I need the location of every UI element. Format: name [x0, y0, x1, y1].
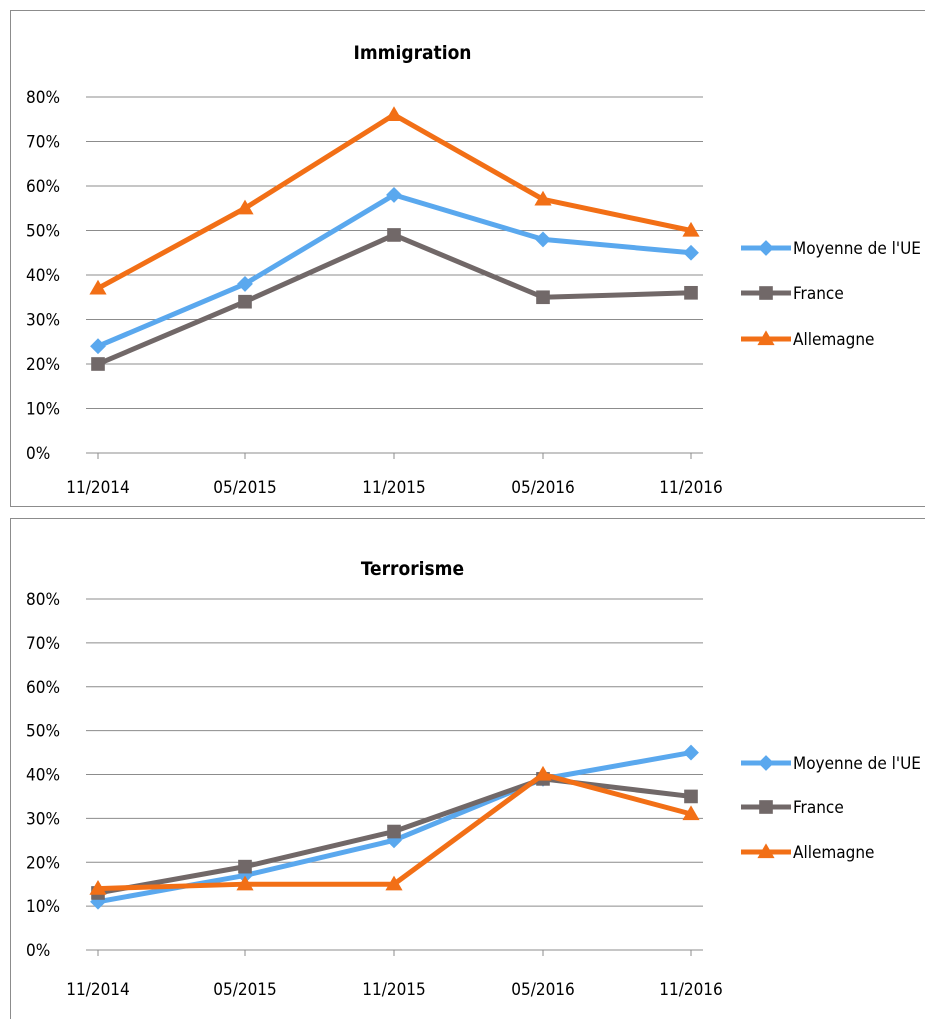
- immigration-x-tick-label: 11/2015: [362, 478, 426, 498]
- immigration-data-point: [683, 244, 699, 261]
- terrorisme-data-point: [682, 805, 700, 821]
- terrorisme-x-tick-label: 11/2016: [659, 980, 723, 1000]
- terrorisme-y-tick-label: 70%: [26, 634, 60, 654]
- immigration-x-tick-label: 11/2014: [66, 478, 130, 498]
- terrorisme-legend-label: Allemagne: [793, 843, 874, 863]
- immigration-data-point: [682, 221, 700, 237]
- immigration-series-line-0: [97, 192, 692, 349]
- terrorisme-x-tick-label: 11/2014: [66, 980, 130, 1000]
- immigration-data-point: [536, 290, 550, 305]
- immigration-series-line-1: [97, 232, 692, 367]
- immigration-legend-label: Allemagne: [793, 330, 874, 350]
- immigration-y-tick-label: 50%: [26, 222, 60, 242]
- terrorisme-y-tick-label: 10%: [26, 897, 60, 917]
- terrorisme-legend-label: France: [793, 798, 844, 818]
- terrorisme-legend-marker: [758, 755, 774, 771]
- immigration-data-point: [387, 228, 401, 242]
- terrorisme-chart-title: Terrorisme: [361, 558, 464, 580]
- terrorisme-y-tick-label: 60%: [26, 678, 60, 698]
- immigration-legend-label: Moyenne de l'UE: [793, 239, 921, 259]
- terrorisme-data-point: [238, 859, 252, 874]
- immigration-data-point: [91, 357, 105, 371]
- immigration-data-point: [89, 279, 107, 295]
- immigration-y-tick-label: 70%: [26, 133, 60, 153]
- immigration-data-point: [386, 186, 402, 203]
- immigration-y-tick-label: 30%: [26, 311, 60, 331]
- terrorisme-legend-label: Moyenne de l'UE: [793, 754, 921, 774]
- terrorisme-x-tick-label: 05/2016: [511, 980, 575, 1000]
- terrorisme-data-point: [385, 875, 403, 891]
- immigration-data-point: [236, 199, 254, 215]
- immigration-data-point: [385, 106, 403, 121]
- immigration-data-point: [90, 338, 106, 355]
- immigration-data-point: [534, 190, 552, 206]
- terrorisme-y-tick-label: 80%: [26, 590, 60, 610]
- terrorisme-data-point: [684, 789, 698, 804]
- immigration-data-point: [238, 294, 252, 309]
- terrorisme-data-point: [89, 879, 107, 895]
- terrorisme-data-point: [236, 875, 254, 891]
- terrorisme-chart-panel: Terrorisme 0% 10% 20% 30% 40% 50% 60% 70% 80% 11/2…: [10, 518, 925, 1019]
- immigration-y-tick-label: 10%: [26, 400, 60, 420]
- immigration-chart-panel: Immigration 0% 10% 20% 30% 40% 50% 60% 70% 80% 11/…: [10, 10, 925, 507]
- immigration-data-point: [684, 285, 698, 300]
- immigration-chart-title: Immigration: [354, 42, 472, 64]
- terrorisme-x-tick-label: 11/2015: [362, 980, 426, 1000]
- immigration-y-tick-label: 60%: [26, 177, 60, 197]
- immigration-x-tick-label: 11/2016: [659, 478, 723, 498]
- immigration-legend-label: France: [793, 284, 844, 304]
- terrorisme-y-tick-label: 30%: [26, 809, 60, 829]
- immigration-legend-marker: [757, 330, 775, 346]
- terrorisme-y-tick-label: 50%: [26, 722, 60, 742]
- terrorisme-y-tick-label: 20%: [26, 853, 60, 873]
- immigration-data-point: [237, 275, 253, 292]
- terrorisme-data-point: [534, 765, 552, 781]
- immigration-legend-marker: [759, 286, 773, 300]
- immigration-y-tick-label: 80%: [26, 88, 60, 108]
- terrorisme-chart: Terrorisme 0% 10% 20% 30% 40% 50% 60% 70% 80% 11/2…: [26, 558, 921, 1000]
- immigration-data-point: [535, 231, 551, 248]
- terrorisme-y-tick-label: 0%: [26, 941, 50, 961]
- terrorisme-legend-marker: [759, 800, 773, 814]
- immigration-chart: Immigration 0% 10% 20% 30% 40% 50% 60% 70% 80% 11/…: [26, 42, 921, 498]
- immigration-legend-marker: [758, 240, 774, 256]
- immigration-y-tick-label: 20%: [26, 355, 60, 375]
- immigration-x-tick-label: 05/2016: [511, 478, 575, 498]
- terrorisme-y-tick-label: 40%: [26, 766, 60, 786]
- immigration-x-tick-label: 05/2015: [213, 478, 277, 498]
- terrorisme-data-point: [683, 744, 699, 761]
- terrorisme-x-tick-label: 05/2015: [213, 980, 277, 1000]
- immigration-y-tick-label: 40%: [26, 266, 60, 286]
- terrorisme-data-point: [387, 824, 401, 839]
- terrorisme-legend-marker: [757, 843, 775, 859]
- terrorisme-data-point: [386, 832, 402, 849]
- immigration-y-tick-label: 0%: [26, 444, 50, 464]
